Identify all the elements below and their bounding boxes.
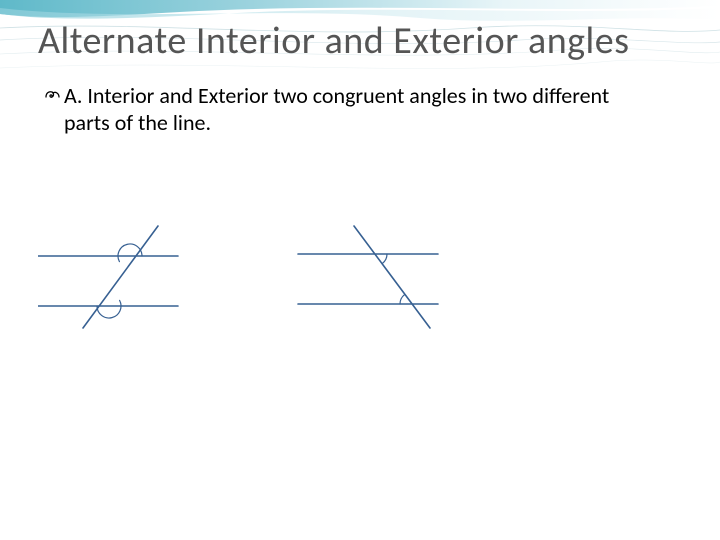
slide-title: Alternate Interior and Exterior angles: [38, 20, 690, 64]
angle-diagrams: [38, 218, 558, 358]
bullet-item: A. Interior and Exterior two congruent a…: [44, 82, 690, 137]
curl-bullet-icon: [44, 88, 62, 109]
diagram-alternate-exterior: [298, 226, 438, 328]
diagram-alternate-interior: [38, 226, 178, 328]
slide-body-text: A. Interior and Exterior two congruent a…: [64, 82, 654, 137]
